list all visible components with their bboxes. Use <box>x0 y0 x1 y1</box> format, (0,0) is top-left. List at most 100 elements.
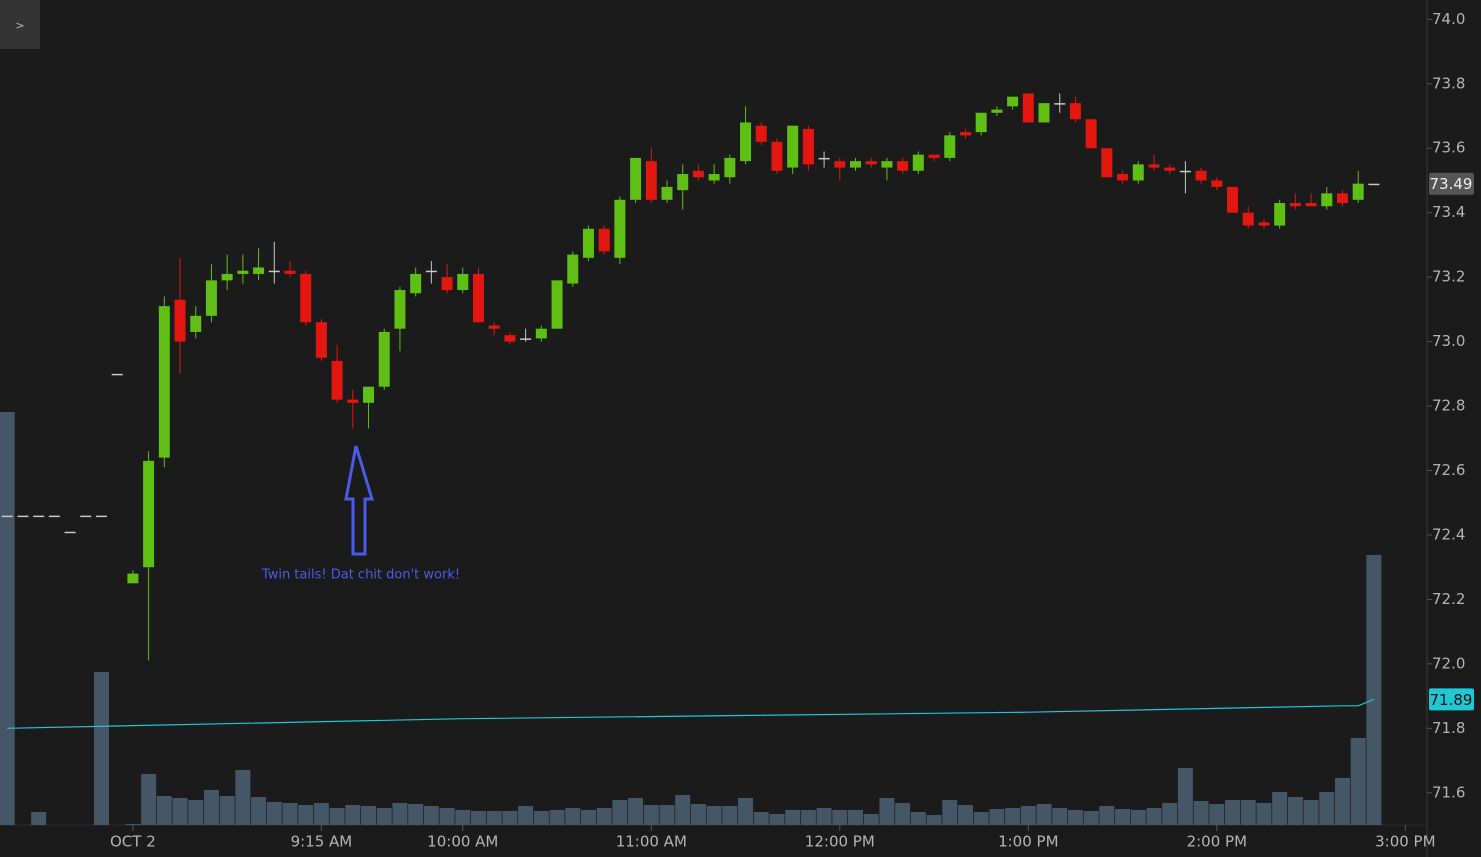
candle-body <box>1321 193 1333 207</box>
x-tick-label: 9:15 AM <box>291 833 353 851</box>
volume-bar <box>251 797 267 825</box>
x-tick-label: OCT 2 <box>110 833 156 851</box>
volume-bar <box>785 810 801 825</box>
candle-body <box>944 135 956 158</box>
candle-body <box>1132 164 1144 181</box>
volume-bar <box>753 812 769 825</box>
candle-body <box>567 254 579 284</box>
candle-body <box>1195 170 1207 181</box>
candle-body <box>1148 164 1160 168</box>
candle-body <box>1117 174 1129 181</box>
expand-button[interactable] <box>0 0 40 49</box>
candle-body <box>1085 119 1097 149</box>
volume-bar <box>1366 555 1382 825</box>
candle-body <box>551 280 563 329</box>
volume-bar <box>1005 808 1021 825</box>
last-price-label: 73.49 <box>1430 175 1473 193</box>
candle-body <box>834 161 846 168</box>
candle-body <box>724 157 736 178</box>
volume-bar <box>957 805 973 825</box>
x-tick-label: 3:00 PM <box>1375 833 1435 851</box>
y-tick-label: 73.4 <box>1432 203 1465 221</box>
volume-bar <box>1209 804 1225 825</box>
candle-body <box>850 161 862 168</box>
candle-body <box>1007 96 1019 107</box>
volume-bar <box>455 810 471 825</box>
candle-body <box>472 273 484 323</box>
volume-bar <box>769 814 785 825</box>
volume-bar <box>848 810 864 825</box>
candle-body <box>1 515 13 518</box>
moving-average <box>7 698 1375 729</box>
candle-body <box>1022 93 1034 123</box>
volume-bar <box>266 802 282 825</box>
volume-bar <box>1225 800 1241 825</box>
candle-body <box>818 157 830 160</box>
candle-body <box>598 228 610 252</box>
candle-body <box>378 331 390 387</box>
candle-body <box>441 277 453 291</box>
candle-body <box>1258 222 1270 226</box>
annotation: Twin tails! Dat chit don't work! <box>261 568 460 583</box>
volume-bar <box>1146 808 1162 825</box>
candle-body <box>1069 103 1081 120</box>
expand-button-label[interactable]: > <box>15 19 24 32</box>
candle-body <box>1274 203 1286 226</box>
volume-bar <box>895 803 911 825</box>
candle-body <box>802 128 814 165</box>
candle-body <box>111 373 123 376</box>
annotation-arrow <box>344 445 375 556</box>
candle-body <box>740 122 752 162</box>
candle-body <box>1038 103 1050 123</box>
candle-body <box>1289 203 1301 207</box>
candle-body <box>1211 180 1223 187</box>
candle-body <box>865 161 877 165</box>
candle-body <box>1305 203 1317 207</box>
candle-body <box>1227 186 1239 213</box>
volume-bar <box>1193 801 1209 825</box>
candle-body <box>127 573 139 584</box>
volume-bar <box>580 810 596 825</box>
candle-body <box>787 125 799 168</box>
candle-body <box>1368 183 1380 186</box>
candle-body <box>284 270 296 274</box>
volume-bar <box>706 806 722 825</box>
volume-bar <box>235 770 251 825</box>
candle-body <box>708 174 720 181</box>
y-tick-label: 72.4 <box>1432 525 1465 543</box>
volume-bar <box>596 808 612 825</box>
y-tick-label: 73.2 <box>1432 268 1465 286</box>
candle-body <box>268 270 280 273</box>
volume-bar <box>376 808 392 825</box>
candle-body <box>158 306 170 458</box>
candle-body <box>425 270 437 273</box>
volume-bar <box>816 808 832 825</box>
volume-bar <box>219 796 235 825</box>
candle-body <box>771 141 783 171</box>
candle-body <box>614 199 626 258</box>
candle-body <box>221 273 233 281</box>
candle-body <box>190 315 202 332</box>
volume-bar <box>518 806 534 825</box>
candle-body <box>520 338 532 340</box>
volume-bar <box>423 806 439 825</box>
candle-body <box>1179 170 1191 173</box>
volume-bar <box>125 824 141 825</box>
candle-body <box>48 515 60 518</box>
volume-bar <box>690 804 706 825</box>
volume-bar <box>31 812 47 825</box>
candle-body <box>692 170 704 178</box>
volume-bar <box>1240 800 1256 825</box>
candle-body <box>535 328 547 339</box>
y-tick-label: 73.0 <box>1432 332 1465 350</box>
candle-body <box>1336 193 1348 204</box>
candle-body <box>912 154 924 171</box>
volume-bar <box>1083 811 1099 825</box>
volume-bar <box>989 809 1005 825</box>
y-tick-label: 71.8 <box>1432 719 1465 737</box>
volume-bar <box>942 800 958 825</box>
candle-body <box>1101 148 1113 178</box>
candle-body <box>630 157 642 200</box>
volume-bar <box>1272 792 1288 825</box>
